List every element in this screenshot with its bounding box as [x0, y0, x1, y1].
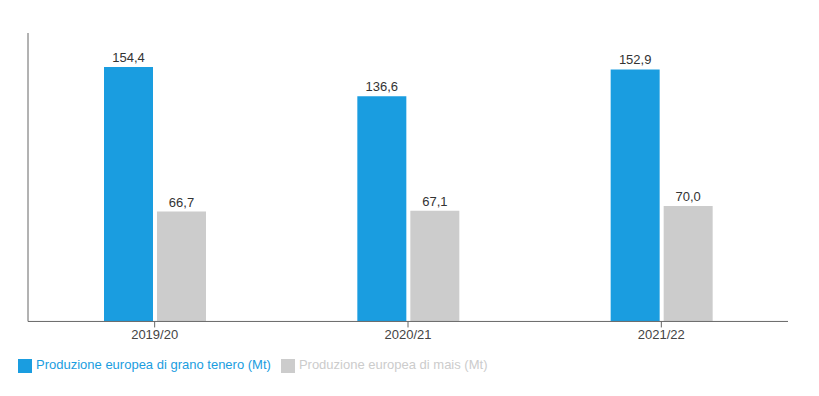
svg-text:2020/21: 2020/21 [385, 327, 432, 342]
svg-text:154,4: 154,4 [112, 50, 145, 65]
svg-text:136,6: 136,6 [366, 79, 399, 94]
html-text:Produzione europea di mais (Mt: Produzione europea di mais (Mt) [298, 357, 488, 373]
svg-text:70,0: 70,0 [676, 189, 701, 204]
svg-text:2021/22: 2021/22 [638, 327, 685, 342]
svg-text:152,9: 152,9 [619, 52, 652, 67]
svg-text:67,1: 67,1 [422, 194, 447, 209]
svg-text:66,7: 66,7 [169, 195, 194, 210]
html-text:Produzione europea di grano te: Produzione europea di grano tenero (Mt) [36, 357, 271, 373]
svg-text:2019/20: 2019/20 [131, 327, 178, 342]
